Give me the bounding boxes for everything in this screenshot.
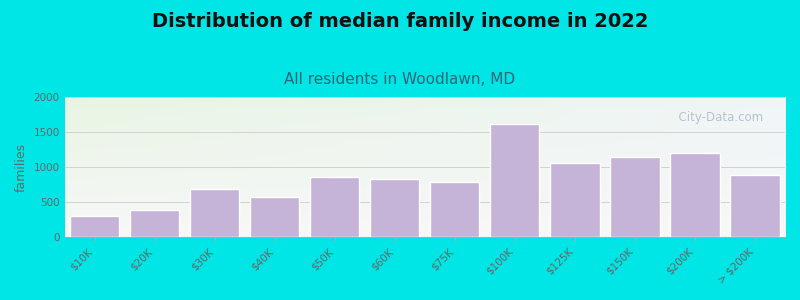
Bar: [730, 176, 779, 237]
Bar: [370, 179, 419, 237]
Bar: [70, 216, 119, 237]
Bar: [670, 153, 719, 237]
Bar: [430, 182, 479, 237]
Bar: [490, 124, 539, 237]
Bar: [190, 190, 239, 237]
Bar: [610, 157, 659, 237]
Bar: [310, 177, 359, 237]
Bar: [130, 210, 179, 237]
Bar: [550, 163, 599, 237]
Text: All residents in Woodlawn, MD: All residents in Woodlawn, MD: [285, 72, 515, 87]
Text: City-Data.com: City-Data.com: [671, 111, 763, 124]
Y-axis label: families: families: [15, 142, 28, 192]
Bar: [250, 197, 299, 237]
Text: Distribution of median family income in 2022: Distribution of median family income in …: [152, 12, 648, 31]
